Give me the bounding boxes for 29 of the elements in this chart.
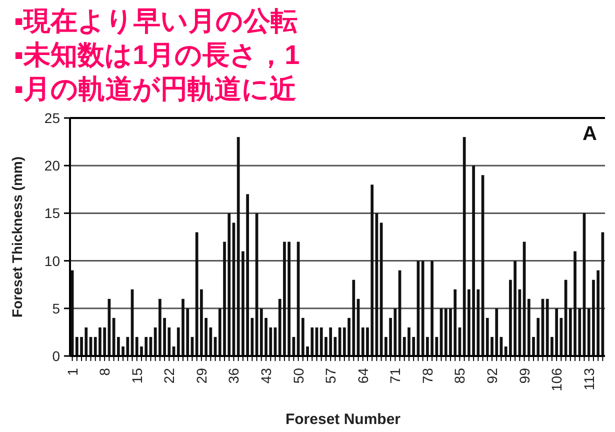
y-tick-label: 20 (44, 158, 60, 174)
x-tick-label: 99 (516, 368, 532, 384)
text: ▪月の軌道が円軌道に近 (14, 74, 297, 104)
y-tick-label: 10 (44, 252, 60, 269)
x-tick-label: 15 (128, 368, 145, 384)
x-tick-label: 8 (96, 368, 113, 376)
x-tick-label: 22 (161, 368, 178, 384)
x-tick-label: 113 (580, 368, 597, 390)
x-tick-label: 85 (452, 368, 468, 384)
x-tick-label: 106 (548, 368, 565, 392)
y-tick-label: 0 (52, 348, 60, 364)
y-tick-label: 5 (52, 300, 60, 316)
x-tick-label: 1 (64, 368, 80, 376)
x-tick-label: 43 (258, 368, 274, 384)
y-tick-label: 25 (44, 110, 60, 126)
x-axis-title: Foreset Number (285, 411, 401, 428)
x-tick-label: 57 (322, 368, 339, 384)
y-axis-title: Foreset Thickness (mm) (9, 156, 25, 318)
text: ▪未知数は1月の長さ，1 (14, 40, 300, 70)
x-tick-label: 29 (193, 368, 210, 384)
x-tick-label: 36 (226, 368, 242, 384)
x-tick-label: 64 (354, 368, 371, 384)
x-tick-label: 92 (484, 368, 500, 384)
y-tick-label: 15 (44, 205, 60, 222)
x-tick-label: 78 (419, 368, 436, 384)
text: ▪現在より早い月の公転 (14, 6, 298, 36)
annotation: A (582, 123, 597, 145)
x-tick-label: 71 (387, 368, 404, 384)
x-tick-label: 50 (290, 368, 306, 384)
